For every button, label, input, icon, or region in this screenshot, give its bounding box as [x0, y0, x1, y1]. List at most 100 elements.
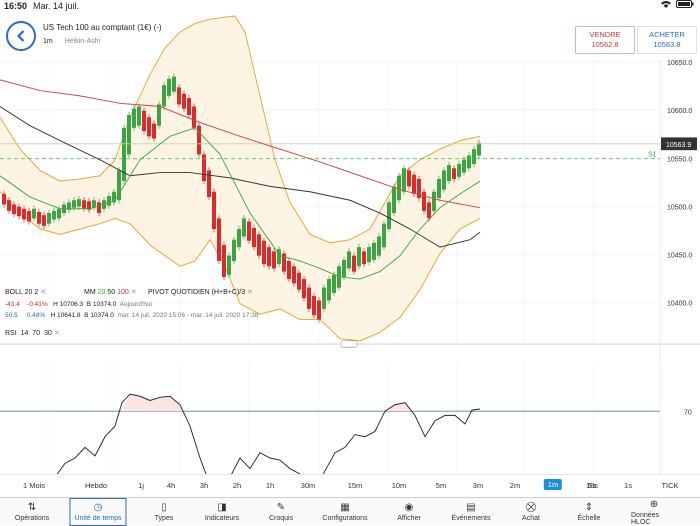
toolbar-updown-button[interactable]: ⇅ Opérations — [15, 498, 49, 526]
toolbar-target-button[interactable]: ⊕ Données HLOC — [631, 498, 677, 526]
candle-body — [347, 251, 351, 269]
candle-body — [97, 202, 101, 214]
candle-body — [377, 236, 381, 256]
candle-body — [32, 208, 36, 219]
candle-body — [407, 170, 411, 187]
timeframe-1j[interactable]: 1j — [138, 481, 144, 490]
toolbar-clock-button[interactable]: ◷ Unité de temps — [69, 498, 127, 526]
price-tick-label: 10600.0 — [667, 106, 692, 115]
candle-body — [182, 93, 186, 109]
toolbar-label: Données HLOC — [631, 511, 660, 526]
rsi-legend[interactable]: RSI 14 70 30 ✕ — [5, 329, 60, 337]
timeframe-2m[interactable]: 2m — [509, 481, 521, 490]
quote-row-2: 50.5 0.48% H 10641.8 B 10374.0 mar. 14 j… — [5, 312, 258, 319]
moving-averages — [0, 79, 660, 280]
candle-body — [452, 168, 456, 179]
toolbar-scale-button[interactable]: ⇕ Échelle — [578, 498, 601, 526]
status-icons — [661, 0, 694, 8]
candle-body — [7, 200, 11, 211]
candle-body — [12, 204, 16, 215]
toolbar-candles-button[interactable]: ▯ Types — [155, 498, 174, 526]
mm-p1: 20 — [97, 289, 106, 296]
buy-label: ACHETER — [649, 30, 685, 39]
boll-legend[interactable]: BOLL 20 2 ✕ — [5, 288, 46, 296]
candles-icon: ▯ — [161, 502, 167, 513]
clock-icon: ◷ — [93, 502, 103, 513]
candle-body — [357, 247, 361, 267]
candle-body — [367, 247, 371, 263]
candle-body — [447, 165, 451, 182]
toolbar-indicators-button[interactable]: ◨ Indicateurs — [205, 498, 239, 526]
toolbar-layout-button[interactable]: ▦ Configurations — [322, 498, 367, 526]
timeframe-2h[interactable]: 2h — [232, 481, 242, 490]
pencil-icon: ✎ — [276, 502, 286, 513]
candle-body — [322, 287, 326, 309]
cart-icon: ⛒ — [525, 502, 537, 513]
chart-style: Heikin-Ashi — [64, 38, 101, 45]
toolbar-cart-button[interactable]: ⛒ Achat — [522, 498, 540, 526]
toolbar-calendar-button[interactable]: ▤ Événements — [452, 498, 491, 526]
s1-label: S1 — [648, 149, 657, 158]
day-label: Aujourd'hui — [119, 301, 152, 308]
timeframe-1s[interactable]: 1s — [624, 481, 632, 490]
pivot-legend[interactable]: PIVOT QUOTIDIEN (H+B+C)/3 ✕ — [148, 288, 253, 296]
timeframe-4h[interactable]: 4h — [166, 481, 176, 490]
back-button[interactable] — [6, 21, 36, 51]
timeframe-tick[interactable]: TICK — [661, 481, 679, 490]
ma-100-line — [0, 79, 481, 209]
sell-button[interactable]: VENDRE 10562.8 — [575, 26, 635, 54]
candle-body — [402, 168, 406, 192]
timeframe-3m[interactable]: 3m — [472, 481, 484, 490]
toolbar-label: Événements — [451, 515, 491, 522]
timeframe-10m[interactable]: 10m — [391, 481, 407, 490]
rsi-p3: 30 — [43, 330, 52, 337]
candle-body — [92, 200, 96, 208]
candle-body — [382, 223, 386, 248]
timeframe-10s[interactable]: 10s — [585, 481, 599, 490]
candle-body — [437, 178, 441, 199]
close-icon[interactable]: ✕ — [247, 289, 253, 296]
close-icon[interactable]: ✕ — [53, 330, 60, 337]
timeframe-15m[interactable]: 15m — [347, 481, 363, 490]
timeframe-1h[interactable]: 1h — [265, 481, 275, 490]
toolbar-eye-button[interactable]: ◉ Afficher — [397, 498, 421, 526]
timeframe-3h[interactable]: 3h — [199, 481, 209, 490]
timeframe-30m[interactable]: 30m — [300, 481, 316, 490]
close-icon[interactable]: ✕ — [130, 289, 137, 296]
timeframe-5s[interactable]: 5s — [588, 481, 596, 490]
candle-body — [257, 234, 261, 256]
toolbar-pencil-button[interactable]: ✎ Croquis — [269, 498, 293, 526]
price-chart[interactable]: 10650.0 10600.0 10550.0 10500.0 10450.0 10400… — [0, 0, 700, 474]
price-tick-label: 10550.0 — [667, 154, 692, 163]
timeframe-5m[interactable]: 5m — [435, 481, 447, 490]
timeframe-1-mois[interactable]: 1 Mois — [22, 481, 46, 490]
updown-icon: ⇅ — [27, 502, 37, 513]
candle-body — [237, 229, 241, 248]
timeframe-hebdo[interactable]: Hebdo — [84, 481, 108, 490]
toolbar-label: Achat — [522, 515, 540, 522]
close-icon[interactable]: ✕ — [40, 289, 47, 296]
candle-body — [162, 85, 166, 107]
candle-body — [172, 76, 176, 92]
candle-body — [82, 200, 86, 209]
calendar-icon: ▤ — [466, 502, 476, 513]
candle-body — [282, 253, 286, 272]
candle-body — [27, 210, 31, 222]
candle-body — [232, 239, 236, 261]
candle-body — [52, 210, 56, 220]
candle-body — [397, 175, 401, 201]
battery-icon — [676, 0, 694, 8]
candle-body — [152, 123, 156, 139]
candle-body — [352, 255, 356, 272]
timeframe-1m[interactable]: 1m — [543, 479, 563, 490]
mm-p2: 50 — [107, 289, 116, 296]
rsi-overbought-fill — [122, 394, 184, 412]
timeframe-bar: 1 Mois Hebdo 1j 4h 3h 2h 1h 30m 15m 10m 5m 3m 2m 1m 10… — [0, 474, 700, 496]
sell-label: VENDRE — [589, 30, 621, 39]
toolbar-label: Unité de temps — [74, 515, 122, 522]
candle-body — [412, 174, 416, 194]
mm-legend[interactable]: MM 20 50 100 ✕ — [84, 288, 137, 296]
buy-button[interactable]: ACHETER 10563.8 — [637, 26, 697, 54]
high-value: H 10706.3 — [53, 301, 84, 308]
candle-body — [332, 274, 336, 293]
